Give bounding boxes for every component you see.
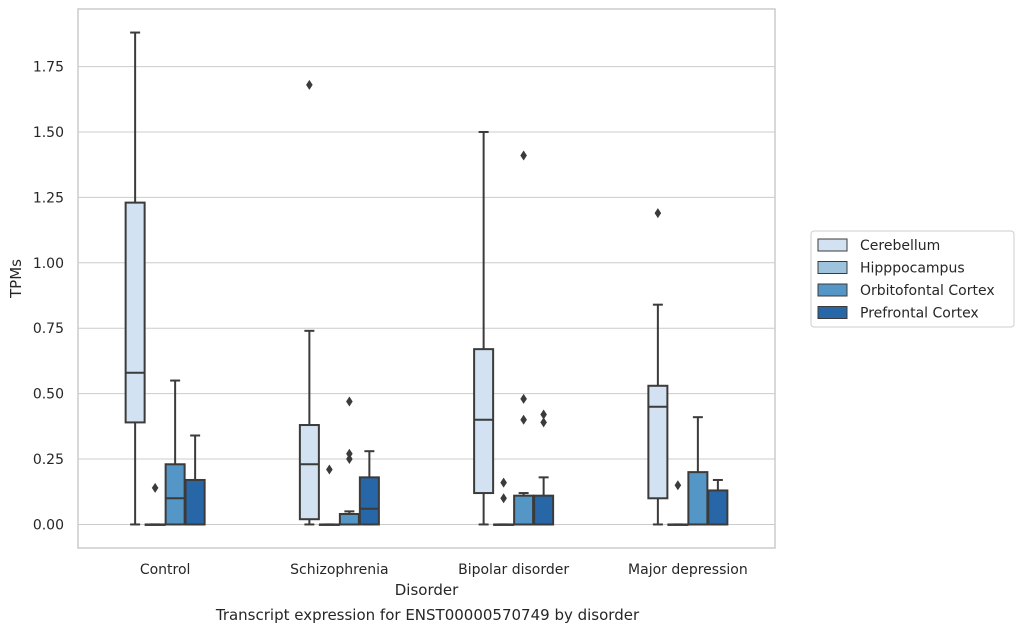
outlier-point <box>520 414 527 425</box>
outlier-point <box>674 480 682 491</box>
outlier-point <box>520 150 527 161</box>
outlier-point <box>500 493 507 504</box>
legend-label: Cerebellum <box>860 238 940 254</box>
box <box>358 476 380 526</box>
outlier-point <box>151 482 159 493</box>
legend-label: Orbitofontal Cortex <box>860 283 995 299</box>
y-tick-label: 0.00 <box>33 517 64 533</box>
legend-swatch <box>817 306 848 319</box>
outlier-point <box>654 208 662 219</box>
y-tick-label: 0.25 <box>33 452 64 468</box>
legend-swatch <box>817 261 848 274</box>
legend-label: Prefrontal Cortex <box>860 306 979 322</box>
outlier-point <box>500 477 507 488</box>
box <box>473 348 495 495</box>
x-tick-label: Major depression <box>628 562 748 578</box>
legend-frame <box>810 230 1015 328</box>
outlier-point <box>346 396 353 407</box>
box <box>707 489 729 526</box>
outlier-point <box>540 417 547 428</box>
plot-frame <box>77 8 776 549</box>
outlier-point <box>306 79 313 90</box>
box <box>647 384 669 500</box>
outlier-point <box>326 464 333 475</box>
y-tick-label: 1.25 <box>33 190 64 206</box>
legend-label: Hipppocampus <box>860 261 965 277</box>
legend-swatch <box>817 283 848 297</box>
box <box>164 463 186 526</box>
outlier-point <box>346 454 353 465</box>
box <box>184 478 206 526</box>
x-tick-label: Schizophrenia <box>290 562 388 578</box>
x-tick-label: Bipolar disorder <box>458 562 569 578</box>
y-tick-label: 1.50 <box>33 125 64 141</box>
y-tick-label: 0.75 <box>33 321 64 337</box>
chart-caption: Transcript expression for ENST0000057074… <box>215 606 640 624</box>
outlier-point <box>540 409 547 420</box>
box <box>338 512 360 526</box>
y-tick-label: 0.50 <box>33 387 64 403</box>
y-tick-label: 1.75 <box>33 60 64 76</box>
box <box>687 471 709 526</box>
outlier-point <box>520 393 527 404</box>
y-axis-label: TPMs <box>7 259 25 299</box>
x-tick-label: Control <box>140 562 191 578</box>
outlier-point <box>346 448 353 459</box>
box <box>513 494 535 526</box>
box <box>124 201 146 424</box>
box <box>533 494 555 526</box>
box <box>298 424 320 521</box>
x-axis-label: Disorder <box>395 581 459 599</box>
legend-swatch <box>817 238 848 252</box>
y-tick-label: 1.00 <box>33 256 64 272</box>
